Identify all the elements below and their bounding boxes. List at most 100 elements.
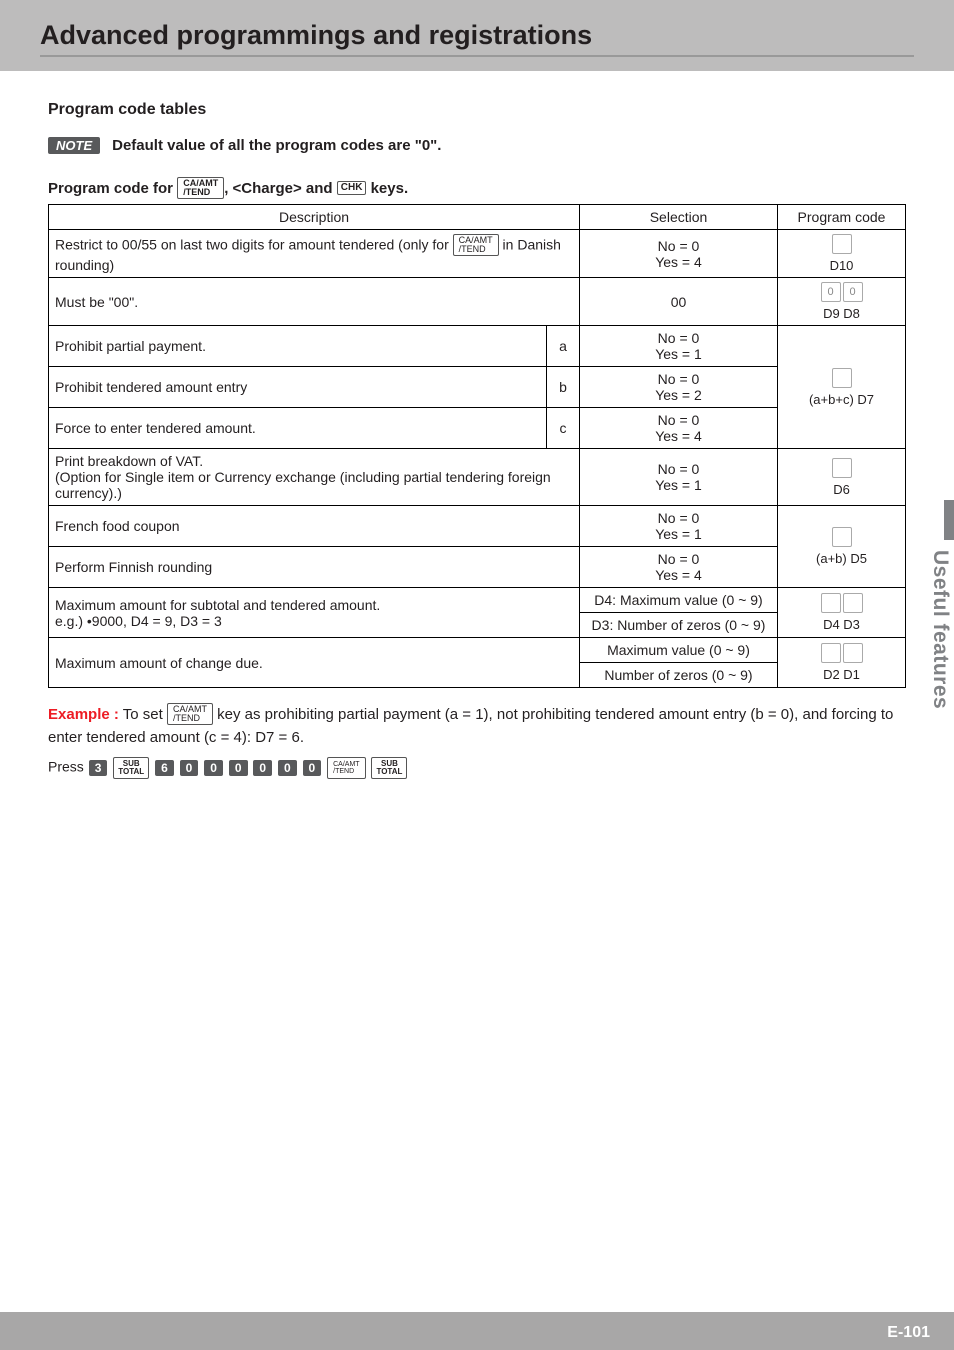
note-badge: NOTE	[48, 137, 100, 154]
pcode-cell: D6	[778, 449, 906, 506]
subheading: Program code for CA/AMT/TEND, <Charge> a…	[48, 178, 906, 200]
section-heading: Program code tables	[48, 101, 906, 119]
table-row: Perform Finnish rounding No = 0Yes = 4	[49, 547, 906, 588]
digit-box	[843, 593, 863, 613]
desc-cell: Force to enter tendered amount.	[49, 408, 547, 449]
key-3: 3	[89, 760, 108, 776]
key-sub-total: SUBTOTAL	[113, 757, 149, 779]
digit-box	[832, 234, 852, 254]
digit-label: D4 D3	[823, 617, 860, 632]
desc-cell: Maximum amount of change due.	[49, 638, 580, 688]
tag-cell: a	[547, 326, 580, 367]
side-tab-bar	[944, 500, 954, 540]
digit-box: 0	[821, 282, 841, 302]
key-0: 0	[204, 760, 223, 776]
sel-cell: No = 0Yes = 4	[580, 547, 778, 588]
table-row: Maximum amount of change due. Maximum va…	[49, 638, 906, 663]
ca-amt-tend-key-icon: CA/AMT/TEND	[177, 177, 224, 199]
sel-cell: D4: Maximum value (0 ~ 9)	[580, 588, 778, 613]
desc-cell: Perform Finnish rounding	[49, 547, 580, 588]
subhead-mid: , <Charge> and	[224, 180, 337, 197]
pcode-cell: 00 D9 D8	[778, 278, 906, 326]
chk-key-icon: CHK	[337, 181, 367, 195]
sel-cell: No = 0Yes = 4	[580, 408, 778, 449]
digit-box	[821, 643, 841, 663]
pcode-cell: (a+b+c) D7	[778, 326, 906, 449]
example-label: Example :	[48, 706, 119, 723]
col-description: Description	[49, 205, 580, 230]
digit-box	[832, 458, 852, 478]
desc-cell: French food coupon	[49, 506, 580, 547]
tag-cell: b	[547, 367, 580, 408]
subhead-suffix: keys.	[366, 180, 408, 197]
note-row: NOTE Default value of all the program co…	[48, 137, 906, 154]
sel-cell: 00	[580, 278, 778, 326]
subhead-prefix: Program code for	[48, 180, 177, 197]
example-block: Example : To set CA/AMT/TEND key as proh…	[48, 704, 906, 749]
table-row: Prohibit tendered amount entry b No = 0Y…	[49, 367, 906, 408]
sel-cell: D3: Number of zeros (0 ~ 9)	[580, 613, 778, 638]
digit-box	[832, 527, 852, 547]
example-text: To set	[119, 706, 167, 723]
table-row: Maximum amount for subtotal and tendered…	[49, 588, 906, 613]
table-row: Prohibit partial payment. a No = 0Yes = …	[49, 326, 906, 367]
key-0: 0	[278, 760, 297, 776]
desc-cell: Prohibit tendered amount entry	[49, 367, 547, 408]
content-area: Program code tables NOTE Default value o…	[0, 71, 954, 779]
tag-cell: c	[547, 408, 580, 449]
header-band: Advanced programmings and registrations	[0, 0, 954, 71]
digit-label: (a+b+c) D7	[809, 392, 874, 407]
press-label: Press	[48, 759, 88, 775]
digit-label: D6	[833, 482, 850, 497]
sel-cell: No = 0Yes = 1	[580, 506, 778, 547]
digit-label: D10	[830, 258, 854, 273]
digit-box	[821, 593, 841, 613]
digit-box: 0	[843, 282, 863, 302]
sel-cell: No = 0Yes = 2	[580, 367, 778, 408]
key-0: 0	[253, 760, 272, 776]
table-row: Restrict to 00/55 on last two digits for…	[49, 230, 906, 278]
program-code-table: Description Selection Program code Restr…	[48, 204, 906, 688]
table-row: Force to enter tendered amount. c No = 0…	[49, 408, 906, 449]
note-text: Default value of all the program codes a…	[112, 137, 441, 154]
digit-box	[843, 643, 863, 663]
desc-cell: Maximum amount for subtotal and tendered…	[49, 588, 580, 638]
press-row: Press 3 SUBTOTAL 6 0 0 0 0 0 0 CA/AMT/TE…	[48, 757, 906, 779]
table-row: French food coupon No = 0Yes = 1 (a+b) D…	[49, 506, 906, 547]
digit-label: (a+b) D5	[816, 551, 867, 566]
key-0: 0	[303, 760, 322, 776]
digit-label: D9 D8	[823, 306, 860, 321]
header-rule	[40, 55, 914, 57]
footer-band: E-101	[0, 1312, 954, 1350]
desc-cell: Prohibit partial payment.	[49, 326, 547, 367]
desc-cell: Must be "00".	[49, 278, 580, 326]
key-sub-total: SUBTOTAL	[371, 757, 407, 779]
page-title: Advanced programmings and registrations	[40, 20, 914, 51]
ca-amt-tend-key-icon: CA/AMT/TEND	[453, 234, 499, 256]
pcode-cell: D4 D3	[778, 588, 906, 638]
pcode-cell: D10	[778, 230, 906, 278]
ca-amt-tend-key-icon: CA/AMT/TEND	[327, 757, 365, 779]
digit-box	[832, 368, 852, 388]
page-number: E-101	[887, 1324, 930, 1342]
digit-label: D2 D1	[823, 667, 860, 682]
pcode-cell: D2 D1	[778, 638, 906, 688]
sel-cell: No = 0Yes = 1	[580, 449, 778, 506]
desc-cell: Restrict to 00/55 on last two digits for…	[49, 230, 580, 278]
col-program-code: Program code	[778, 205, 906, 230]
desc-cell: Print breakdown of VAT.(Option for Singl…	[49, 449, 580, 506]
table-row: Must be "00". 00 00 D9 D8	[49, 278, 906, 326]
table-row: Print breakdown of VAT.(Option for Singl…	[49, 449, 906, 506]
sel-cell: No = 0Yes = 4	[580, 230, 778, 278]
col-selection: Selection	[580, 205, 778, 230]
ca-amt-tend-key-icon: CA/AMT/TEND	[167, 703, 213, 725]
key-0: 0	[229, 760, 248, 776]
sel-cell: No = 0Yes = 1	[580, 326, 778, 367]
key-6: 6	[155, 760, 174, 776]
pcode-cell: (a+b) D5	[778, 506, 906, 588]
key-0: 0	[180, 760, 199, 776]
sel-cell: Number of zeros (0 ~ 9)	[580, 663, 778, 688]
table-header-row: Description Selection Program code	[49, 205, 906, 230]
side-tab-label: Useful features	[928, 550, 952, 709]
sel-cell: Maximum value (0 ~ 9)	[580, 638, 778, 663]
